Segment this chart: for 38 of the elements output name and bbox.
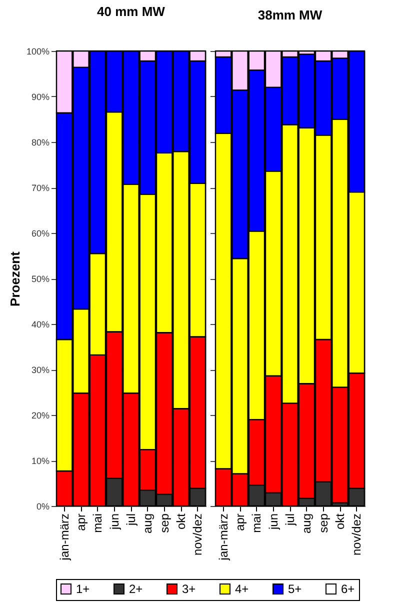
y-tick-label: 100% (26, 46, 50, 56)
y-tick-label: 70% (31, 183, 50, 193)
x-tick-label: okt (333, 512, 347, 530)
legend-label: 5+ (288, 582, 302, 596)
x-tick-label: aug (300, 514, 314, 534)
legend-label: 3+ (182, 582, 196, 596)
y-tick-label: 50% (31, 274, 50, 284)
y-tick-label: 0% (36, 502, 50, 512)
x-tick-label: jan-märz (57, 514, 72, 562)
chart-title: 38mm MW (258, 7, 323, 22)
y-tick-label: 80% (31, 138, 50, 148)
y-tick-label: 30% (31, 365, 50, 375)
x-tick-label: sep (157, 513, 172, 533)
x-tick-label: jul (283, 514, 297, 527)
y-tick-label: 40% (31, 320, 50, 330)
x-tick-label: jul (124, 514, 138, 527)
x-tick-label: jun (266, 514, 280, 531)
x-tick-label: apr (233, 513, 247, 531)
x-tick-label: nov/dez (190, 514, 205, 556)
y-tick-label: 20% (31, 410, 50, 420)
legend-label: 4+ (235, 582, 249, 596)
x-tick-label: mai (90, 514, 105, 533)
x-tick-label: aug (140, 514, 155, 534)
legend-label: 6+ (341, 582, 355, 596)
x-tick-label: jun (107, 514, 122, 531)
y-tick-label: 10% (31, 456, 50, 466)
y-axis-title: Proezent (7, 250, 22, 306)
legend-label: 1+ (76, 582, 90, 596)
x-tick-label: sep (316, 513, 330, 533)
y-tick-label: 90% (31, 92, 50, 102)
x-tick-label: apr (74, 513, 88, 531)
x-tick-label: jan-märz (216, 514, 230, 562)
x-tick-label: nov/dez (350, 514, 364, 556)
chart-title: 40 mm MW (97, 4, 166, 19)
x-tick-label: okt (174, 512, 188, 530)
legend-label: 2+ (129, 582, 143, 596)
x-tick-label: mai (250, 514, 264, 533)
y-tick-label: 60% (31, 228, 50, 238)
